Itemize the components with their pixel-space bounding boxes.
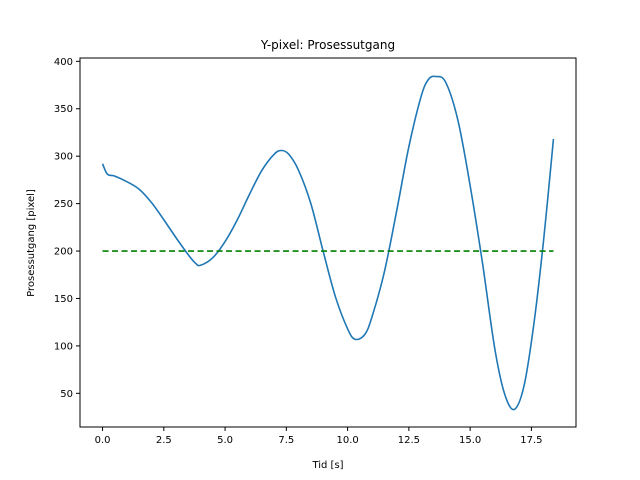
x-tick-label: 10.0 bbox=[336, 435, 358, 446]
series-line bbox=[101, 75, 555, 411]
x-tick-label: 2.5 bbox=[156, 435, 172, 446]
y-tick-label: 300 bbox=[54, 152, 73, 163]
chart-title: Y-pixel: Prosessutgang bbox=[260, 38, 395, 52]
series-layer bbox=[101, 75, 555, 411]
x-tick-label: 12.5 bbox=[398, 435, 420, 446]
y-tick-label: 150 bbox=[54, 294, 73, 305]
x-tick-label: 15.0 bbox=[459, 435, 481, 446]
y-tick-label: 400 bbox=[54, 57, 73, 68]
y-tick-label: 350 bbox=[54, 104, 73, 115]
x-tick-label: 5.0 bbox=[217, 435, 233, 446]
y-tick-label: 250 bbox=[54, 199, 73, 210]
y-tick-label: 200 bbox=[54, 247, 73, 258]
x-axis-label: Tid [s] bbox=[311, 460, 343, 471]
plot-frame bbox=[79, 57, 577, 428]
x-tick-label: 7.5 bbox=[278, 435, 294, 446]
y-tick-label: 100 bbox=[54, 341, 73, 352]
y-tick-label: 50 bbox=[60, 389, 73, 400]
x-tick-label: 0.0 bbox=[95, 435, 111, 446]
y-axis-label: Prosessutgang [pixel] bbox=[26, 189, 37, 297]
x-tick-label: 17.5 bbox=[520, 435, 542, 446]
ticks-layer: 0.0 2.5 5.0 7.5 10.0 12.5 15.0 17.5 50 100 150 200 2… bbox=[54, 57, 543, 446]
